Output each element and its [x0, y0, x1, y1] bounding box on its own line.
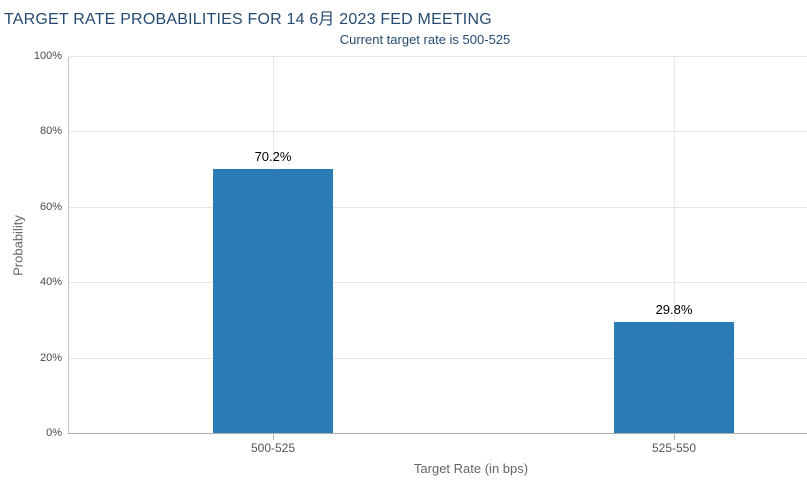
y-gridline [68, 206, 807, 208]
y-gridline [68, 131, 807, 133]
x-tick-mark [273, 434, 274, 440]
x-tick-mark [674, 434, 675, 440]
y-tick-label: 0% [46, 427, 62, 439]
y-axis-line [68, 57, 69, 434]
x-category-label: 525-550 [651, 441, 697, 455]
bar-525-550[interactable] [614, 321, 734, 433]
x-axis-line [68, 433, 807, 434]
chart-subtitle: Current target rate is 500-525 [339, 32, 511, 47]
chart-title: TARGET RATE PROBABILITIES FOR 14 6月 2023… [4, 11, 492, 28]
y-gridline [68, 56, 807, 57]
y-tick-label: 40% [39, 276, 62, 289]
y-gridline [68, 357, 807, 359]
y-gridline [68, 282, 807, 284]
bar-value-label: 70.2% [254, 149, 292, 165]
y-tick-label: 100% [33, 50, 62, 62]
y-axis-title: Probability [10, 215, 26, 276]
bar-value-label: 29.8% [655, 301, 693, 317]
x-axis-title: Target Rate (in bps) [413, 461, 529, 476]
y-tick-label: 60% [39, 200, 62, 213]
x-gridline [674, 57, 675, 434]
x-category-label: 500-525 [250, 441, 296, 455]
bar-500-525[interactable] [213, 169, 333, 433]
y-tick-label: 80% [39, 125, 62, 138]
y-tick-label: 20% [39, 351, 62, 364]
